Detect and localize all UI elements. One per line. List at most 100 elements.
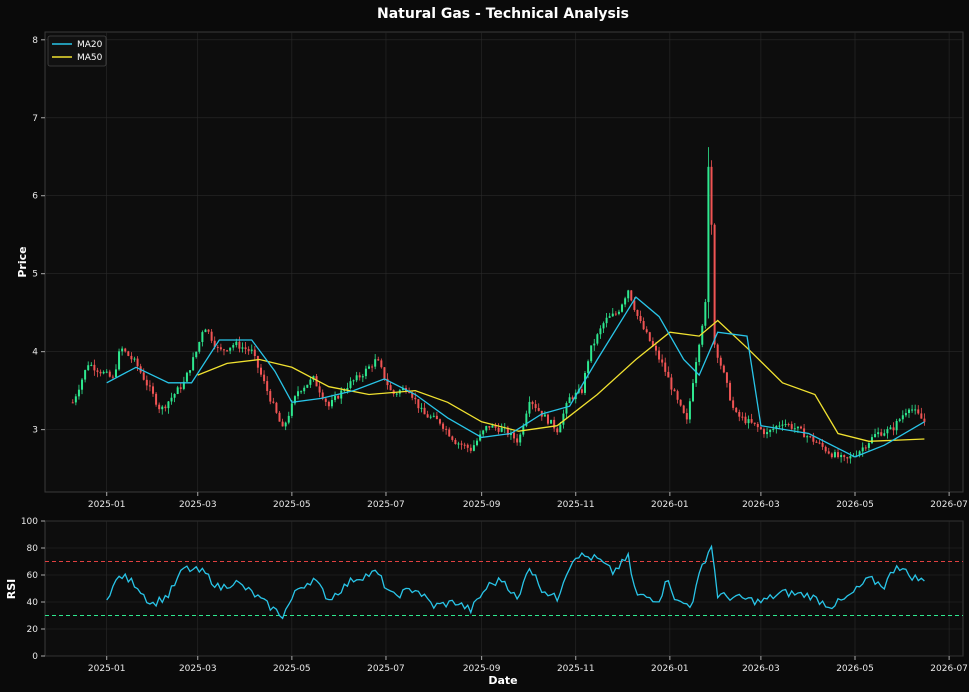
candle-body-150 <box>534 404 537 409</box>
candle-body-208 <box>713 224 716 345</box>
candle-body-176 <box>614 313 617 315</box>
rsi-y-tick-label-3: 60 <box>27 571 39 581</box>
candle-body-119 <box>438 419 441 424</box>
candle-body-94 <box>361 376 364 378</box>
candle-body-93 <box>358 375 361 378</box>
candle-body-0 <box>71 402 74 404</box>
candle-body-246 <box>830 453 833 458</box>
candle-body-17 <box>124 348 127 352</box>
candle-body-244 <box>824 446 827 452</box>
candle-body-84 <box>330 399 333 407</box>
candle-body-245 <box>827 451 830 454</box>
price-y-tick-label-2: 5 <box>32 270 38 280</box>
candle-body-133 <box>482 430 485 435</box>
legend-ma20-label: MA20 <box>77 40 103 50</box>
candle-body-101 <box>383 367 386 379</box>
candle-body-184 <box>639 315 642 322</box>
candle-body-40 <box>195 351 198 358</box>
candle-body-141 <box>506 427 509 436</box>
candle-body-214 <box>732 400 735 408</box>
candle-body-206 <box>707 166 710 303</box>
candle-body-88 <box>343 390 346 392</box>
candle-body-217 <box>741 416 744 418</box>
candle-body-4 <box>84 370 87 380</box>
candle-body-33 <box>173 393 176 398</box>
candle-body-169 <box>593 343 596 346</box>
candle-body-134 <box>485 426 488 431</box>
rsi-x-tick-label-3: 2025-07 <box>367 664 405 674</box>
candle-body-149 <box>531 401 534 405</box>
candle-body-43 <box>204 329 207 333</box>
candle-body-46 <box>213 340 216 347</box>
candle-body-75 <box>303 387 306 392</box>
candle-body-181 <box>630 290 633 301</box>
candle-body-213 <box>729 382 732 401</box>
candle-body-153 <box>543 414 546 417</box>
candle-body-238 <box>806 436 809 438</box>
candle-body-221 <box>753 422 756 424</box>
candle-body-236 <box>800 426 802 429</box>
candle-body-271 <box>908 409 910 414</box>
date-axis-label: Date <box>488 674 517 687</box>
candle-body-239 <box>809 436 812 438</box>
candle-body-97 <box>371 366 374 368</box>
candle-body-267 <box>895 420 898 431</box>
candle-body-44 <box>207 329 210 332</box>
candle-body-262 <box>880 432 883 436</box>
candle-body-74 <box>300 391 303 393</box>
candle-body-37 <box>185 372 188 382</box>
candle-body-151 <box>537 408 540 411</box>
candle-body-34 <box>176 387 179 394</box>
candle-body-38 <box>189 370 192 373</box>
candle-body-1 <box>74 396 77 403</box>
candle-body-201 <box>692 383 694 402</box>
candle-body-27 <box>155 393 158 405</box>
candle-body-241 <box>815 441 818 443</box>
candle-body-229 <box>778 425 781 427</box>
candle-body-53 <box>235 341 238 346</box>
candle-body-18 <box>127 351 130 356</box>
candle-body-80 <box>318 386 321 393</box>
candle-body-95 <box>364 368 367 377</box>
candle-body-191 <box>661 359 664 363</box>
candle-body-222 <box>756 423 759 428</box>
price-x-tick-label-4: 2025-09 <box>463 500 501 510</box>
candle-body-187 <box>648 332 651 342</box>
candle-body-14 <box>114 369 117 378</box>
candle-body-159 <box>562 413 565 425</box>
candle-body-247 <box>833 452 836 458</box>
ma20-line <box>106 296 925 458</box>
candle-body-272 <box>911 409 914 411</box>
candle-body-158 <box>559 424 562 433</box>
candle-body-274 <box>917 409 920 414</box>
candle-body-180 <box>627 290 630 299</box>
candle-body-121 <box>445 428 448 430</box>
price-axis-label: Price <box>16 246 29 277</box>
candle-body-115 <box>426 414 429 418</box>
candle-body-123 <box>451 436 454 440</box>
candle-body-194 <box>670 377 673 390</box>
candle-body-2 <box>77 389 80 397</box>
candle-body-58 <box>250 349 253 351</box>
candle-body-226 <box>769 429 772 433</box>
candle-body-52 <box>232 345 235 348</box>
candle-body-60 <box>256 356 259 368</box>
candle-body-251 <box>846 457 849 459</box>
candle-body-24 <box>145 379 148 386</box>
candle-body-168 <box>590 345 593 362</box>
candle-body-47 <box>216 346 219 348</box>
candle-body-114 <box>423 407 426 415</box>
candle-body-105 <box>395 393 398 395</box>
candle-body-77 <box>309 379 312 385</box>
candle-body-68 <box>281 421 284 427</box>
rsi-x-tick-label-1: 2025-03 <box>179 664 217 674</box>
candle-body-48 <box>219 347 222 350</box>
candle-body-15 <box>118 351 121 370</box>
candle-body-182 <box>633 300 636 310</box>
candle-body-116 <box>429 416 432 418</box>
candle-body-122 <box>448 429 451 437</box>
candle-body-233 <box>790 424 793 429</box>
candle-body-177 <box>617 311 620 314</box>
candle-body-83 <box>327 401 330 407</box>
candle-body-6 <box>90 364 93 366</box>
